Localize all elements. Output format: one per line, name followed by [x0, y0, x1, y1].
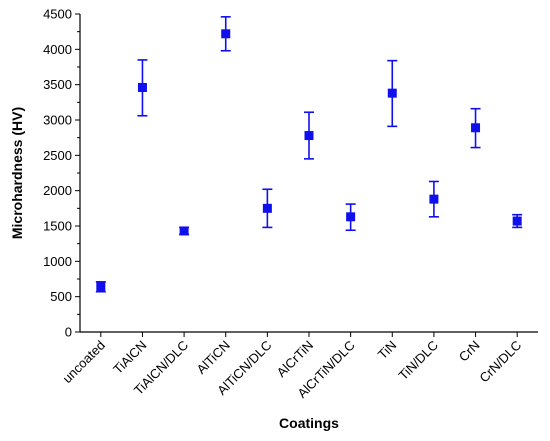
y-tick-label: 0	[65, 325, 72, 340]
data-point-marker	[96, 282, 106, 292]
data-point-marker	[429, 194, 439, 204]
data-point-marker	[262, 203, 272, 213]
data-point-marker	[179, 226, 189, 236]
y-tick-label: 500	[50, 289, 72, 304]
data-point-marker	[304, 131, 314, 141]
y-tick-label: 2000	[43, 183, 72, 198]
y-tick-label: 3500	[43, 77, 72, 92]
data-point-marker	[387, 88, 397, 98]
data-point-marker	[512, 216, 522, 226]
y-tick-label: 4000	[43, 42, 72, 57]
data-point-marker	[137, 82, 147, 92]
x-tick-label: TiN	[375, 338, 400, 363]
x-tick-label: CrN/DLC	[476, 338, 524, 386]
y-tick-label: 2500	[43, 148, 72, 163]
y-tick-label: 3000	[43, 113, 72, 128]
data-point-marker	[221, 29, 231, 39]
y-axis-ticks: 0 500 1000 1500 2000 2500 3000 3500 4000 4500	[43, 7, 80, 340]
data-point-marker	[346, 212, 356, 222]
x-tick-label: AlTiCN	[193, 338, 232, 377]
data-points	[95, 16, 523, 293]
y-tick-label: 4500	[43, 7, 72, 22]
y-tick-label: 1000	[43, 254, 72, 269]
x-axis-title: Coatings	[279, 415, 339, 431]
y-axis-title: Microhardness (HV)	[9, 107, 25, 239]
x-tick-label: uncoated	[60, 338, 108, 386]
x-tick-label: CrN	[456, 338, 483, 365]
x-tick-label: TiAlCN	[110, 338, 149, 377]
y-tick-label: 1500	[43, 219, 72, 234]
data-point-marker	[471, 123, 481, 133]
x-tick-label: TiN/DLC	[396, 338, 442, 384]
